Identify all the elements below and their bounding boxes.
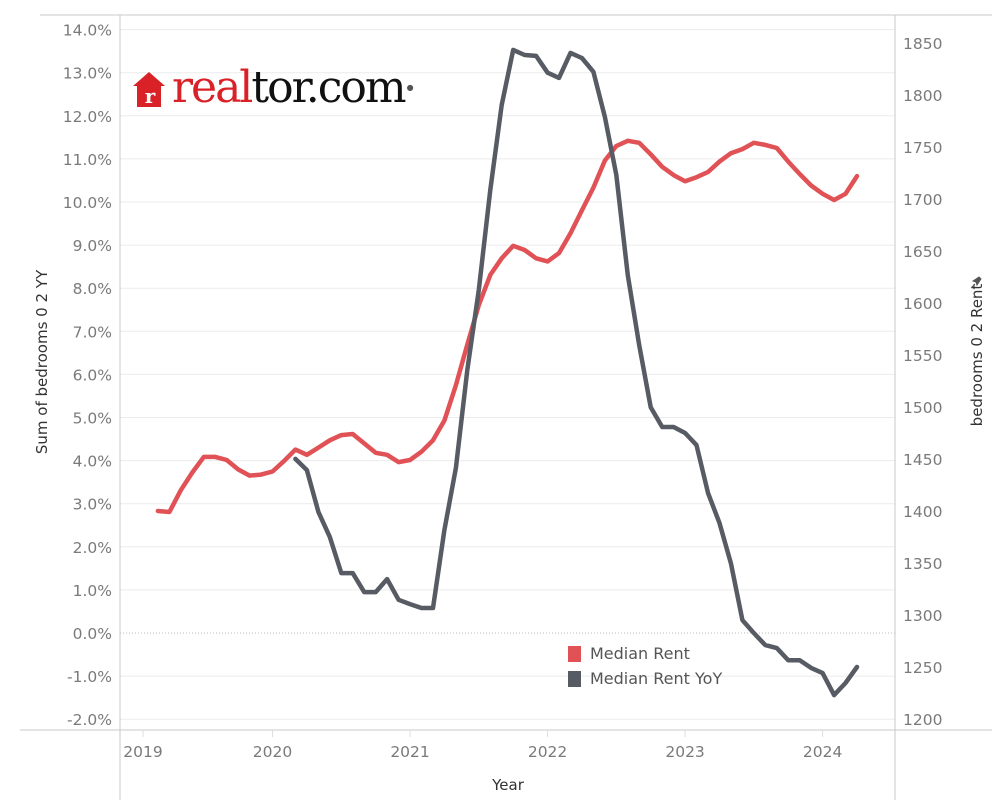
left-tick-label: -2.0%	[67, 711, 112, 729]
logo-text-real: real	[172, 62, 253, 113]
legend-item-median-rent-yoy[interactable]: Median Rent YoY	[568, 666, 722, 691]
right-tick-label: 1550	[903, 347, 942, 365]
left-tick-label: 7.0%	[73, 323, 112, 341]
legend-label: Median Rent	[590, 644, 690, 663]
x-tick-label: 2024	[803, 743, 842, 761]
pin-icon[interactable]	[971, 276, 982, 288]
left-tick-label: 9.0%	[73, 237, 112, 255]
x-tick-label: 2022	[528, 743, 567, 761]
right-tick-label: 1350	[903, 555, 942, 573]
legend: Median Rent Median Rent YoY	[568, 641, 722, 691]
right-tick-label: 1450	[903, 451, 942, 469]
right-tick-label: 1200	[903, 711, 942, 729]
right-tick-label: 1400	[903, 503, 942, 521]
x-tick-label: 2020	[253, 743, 292, 761]
legend-swatch	[568, 670, 581, 687]
right-tick-label: 1250	[903, 659, 942, 677]
right-axis-title: bedrooms 0 2 Rent	[968, 284, 986, 427]
right-tick-label: 1850	[903, 35, 942, 53]
right-tick-label: 1750	[903, 139, 942, 157]
right-tick-label: 1500	[903, 399, 942, 417]
left-tick-label: 1.0%	[73, 582, 112, 600]
right-tick-label: 1700	[903, 191, 942, 209]
right-tick-label: 1300	[903, 607, 942, 625]
house-r-icon: r	[133, 72, 165, 108]
left-tick-label: 8.0%	[73, 280, 112, 298]
left-tick-label: 0.0%	[73, 625, 112, 643]
left-tick-label: -1.0%	[67, 668, 112, 686]
left-tick-label: 13.0%	[63, 65, 112, 83]
left-tick-label: 12.0%	[63, 108, 112, 126]
x-axis-ticks: 2019 2020 2021 2022 2023 2024	[123, 730, 842, 761]
median-rent-yoy-line[interactable]	[293, 47, 860, 698]
right-tick-label: 1650	[903, 243, 942, 261]
series-lines	[155, 47, 860, 698]
left-tick-label: 2.0%	[73, 539, 112, 557]
left-tick-label: 4.0%	[73, 453, 112, 471]
left-tick-label: 6.0%	[73, 366, 112, 384]
right-axis-ticks: 1850 1800 1750 1700 1650 1600 1550 1500 1450 1400…	[903, 35, 942, 729]
left-tick-label: 14.0%	[63, 22, 112, 40]
x-tick-label: 2021	[390, 743, 429, 761]
axis-frame	[20, 14, 992, 800]
x-tick-label: 2019	[123, 743, 162, 761]
x-axis-title: Year	[491, 776, 525, 794]
left-tick-label: 11.0%	[63, 151, 112, 169]
right-tick-label: 1800	[903, 87, 942, 105]
left-axis-ticks: 14.0% 13.0% 12.0% 11.0% 10.0% 9.0% 8.0% 7.0% 6.0…	[63, 22, 112, 730]
logo-text-tor: tor.com	[251, 62, 406, 113]
x-tick-label: 2023	[665, 743, 704, 761]
left-tick-label: 5.0%	[73, 410, 112, 428]
left-tick-label: 3.0%	[73, 496, 112, 514]
left-tick-label: 10.0%	[63, 194, 112, 212]
median-rent-line[interactable]	[155, 138, 860, 515]
gridlines	[120, 29, 895, 720]
left-axis-title: Sum of bedrooms 0 2 YY	[33, 269, 51, 454]
right-tick-label: 1600	[903, 295, 942, 313]
legend-swatch	[568, 645, 581, 662]
legend-item-median-rent[interactable]: Median Rent	[568, 641, 722, 666]
realtor-logo: r real tor.com ●	[132, 56, 414, 113]
legend-label: Median Rent YoY	[590, 669, 723, 688]
registered-mark: ●	[406, 83, 414, 92]
